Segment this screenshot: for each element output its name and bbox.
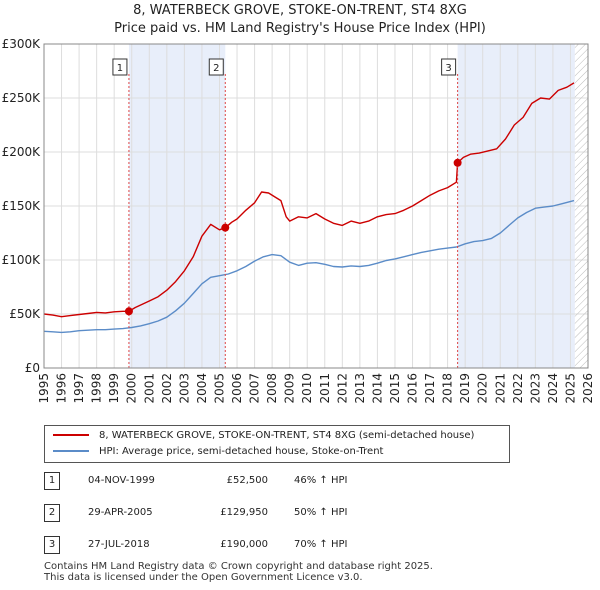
- x-tick-label: 2015: [388, 373, 402, 404]
- hpi-line: [43, 199, 575, 334]
- legend-property-label: 8, WATERBECK GROVE, STOKE-ON-TRENT, ST4 …: [99, 430, 475, 441]
- y-tick-label: £100K: [2, 253, 42, 267]
- legend-property: 8, WATERBECK GROVE, STOKE-ON-TRENT, ST4 …: [53, 428, 474, 444]
- x-tick-label: 2013: [353, 373, 367, 404]
- transaction-number: 1: [44, 472, 60, 490]
- x-tick-label: 2026: [581, 373, 595, 404]
- y-tick-label: £0: [25, 361, 40, 375]
- x-tick-label: 2001: [142, 373, 156, 404]
- transaction-date: 04-NOV-1999: [88, 475, 155, 486]
- sale-number-box: [208, 58, 224, 76]
- x-tick-label: 1996: [55, 373, 69, 404]
- x-tick-label: 2010: [300, 373, 314, 404]
- x-tick-label: 2014: [370, 373, 384, 404]
- x-tick-label: 1997: [72, 373, 86, 404]
- x-tick-label: 2024: [546, 373, 560, 404]
- legend-property-swatch: [53, 434, 89, 436]
- sale-number-label: 1: [117, 63, 123, 74]
- x-tick-label: 2023: [528, 373, 542, 404]
- legend: 8, WATERBECK GROVE, STOKE-ON-TRENT, ST4 …: [44, 425, 510, 463]
- transaction-number: 2: [44, 504, 60, 522]
- series: [43, 82, 575, 334]
- x-tick-label: 2017: [423, 373, 437, 404]
- y-tick-label: £250K: [2, 91, 42, 105]
- chart-subtitle: Price paid vs. HM Land Registry's House …: [114, 21, 486, 36]
- property-price-line: [43, 82, 575, 318]
- y-tick-label: £50K: [9, 307, 41, 321]
- x-tick-label: 2005: [212, 373, 226, 404]
- x-tick-label: 2008: [265, 373, 279, 404]
- chart-title: 8, WATERBECK GROVE, STOKE-ON-TRENT, ST4 …: [133, 3, 467, 18]
- x-tick-label: 2002: [160, 373, 174, 404]
- sale-point: [453, 158, 462, 167]
- sale-number-label: 3: [445, 63, 451, 74]
- price-chart: 8, WATERBECK GROVE, STOKE-ON-TRENT, ST4 …: [2, 3, 595, 404]
- sale-markers: 1 2 3: [112, 58, 462, 368]
- footer: Contains HM Land Registry data © Crown c…: [44, 561, 564, 583]
- y-tick-label: £200K: [2, 145, 42, 159]
- transaction-date: 29-APR-2005: [88, 507, 153, 518]
- legend-hpi-label: HPI: Average price, semi-detached house,…: [99, 446, 384, 457]
- sale-number-label: 2: [213, 63, 219, 74]
- x-tick-label: 2004: [195, 373, 209, 404]
- sale-number-box: [441, 58, 457, 76]
- plot-frame: [43, 43, 589, 369]
- legend-hpi-swatch: [53, 450, 89, 452]
- transaction-date: 27-JUL-2018: [88, 539, 150, 550]
- legend-hpi: HPI: Average price, semi-detached house,…: [53, 444, 383, 460]
- x-tick-label: 2006: [230, 373, 244, 404]
- x-tick-label: 2016: [406, 373, 420, 404]
- transaction-price: £52,500: [226, 475, 268, 486]
- x-tick-label: 2021: [493, 373, 507, 404]
- sale-point: [221, 223, 230, 232]
- transaction-hpi: 50% ↑ HPI: [294, 507, 348, 518]
- footer-licence: This data is licensed under the Open Gov…: [44, 572, 363, 583]
- x-tick-label: 2009: [283, 373, 297, 404]
- transaction-number: 3: [44, 536, 60, 554]
- table-row: 1 04-NOV-1999 £52,500 46% ↑ HPI: [44, 472, 424, 490]
- x-tick-label: 1999: [107, 373, 121, 404]
- table-row: 3 27-JUL-2018 £190,000 70% ↑ HPI: [44, 536, 424, 554]
- x-tick-label: 2025: [563, 373, 577, 404]
- x-tick-label: 2018: [441, 373, 455, 404]
- x-tick-label: 1998: [90, 373, 104, 404]
- transaction-hpi: 46% ↑ HPI: [294, 475, 348, 486]
- x-tick-label: 2019: [458, 373, 472, 404]
- transaction-price: £190,000: [220, 539, 268, 550]
- transaction-hpi: 70% ↑ HPI: [294, 539, 348, 550]
- x-tick-label: 2003: [177, 373, 191, 404]
- sale-number-box: [112, 58, 128, 76]
- x-tick-label: 2011: [318, 373, 332, 404]
- x-tick-label: 2000: [125, 373, 139, 404]
- future-hatch: [574, 44, 588, 368]
- footer-copyright: Contains HM Land Registry data © Crown c…: [44, 561, 433, 572]
- sale-point: [124, 307, 133, 316]
- x-tick-label: 2020: [476, 373, 490, 404]
- y-tick-label: £150K: [2, 199, 42, 213]
- x-tick-label: 2012: [335, 373, 349, 404]
- x-tick-label: 1995: [37, 373, 51, 404]
- y-tick-label: £300K: [2, 37, 42, 51]
- table-row: 2 29-APR-2005 £129,950 50% ↑ HPI: [44, 504, 424, 522]
- x-tick-label: 2022: [511, 373, 525, 404]
- future-hatch-area: [574, 44, 588, 368]
- transaction-price: £129,950: [220, 507, 268, 518]
- x-tick-label: 2007: [248, 373, 262, 404]
